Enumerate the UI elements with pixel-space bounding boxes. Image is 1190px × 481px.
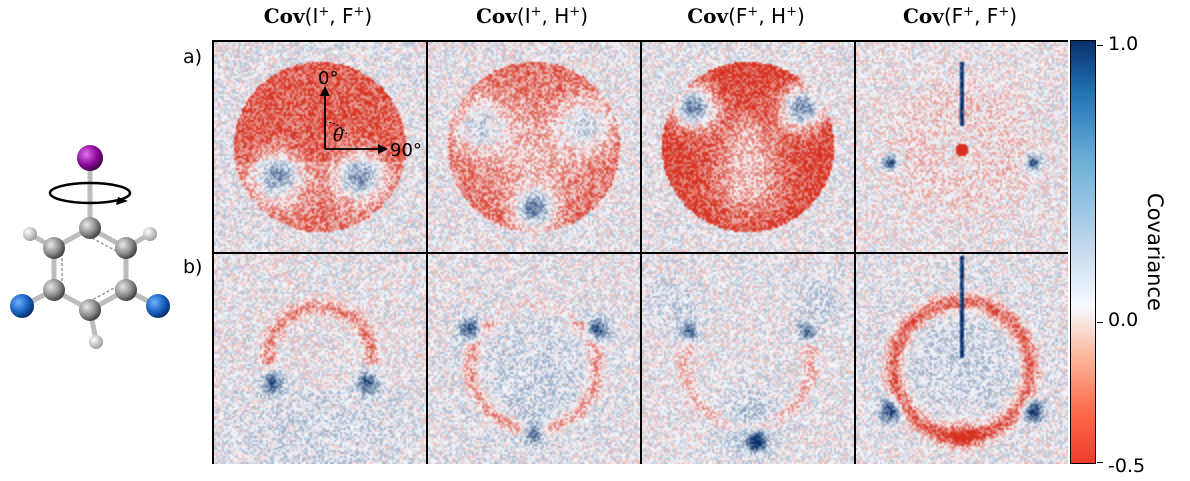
panel-b1 bbox=[214, 254, 426, 464]
carbon-atom bbox=[79, 299, 101, 321]
column-title-2: Cov(I+, H+) bbox=[476, 4, 588, 28]
row-label-b: b) bbox=[183, 256, 203, 278]
column-title-1: Cov(I+, F+) bbox=[263, 4, 373, 28]
rotation-arrow-icon bbox=[48, 181, 132, 205]
row-label-a: a) bbox=[183, 46, 203, 68]
panel-b2 bbox=[428, 254, 640, 464]
covariance-map-b3 bbox=[642, 254, 854, 464]
covariance-map-a2 bbox=[428, 42, 640, 252]
covariance-map-a1 bbox=[214, 42, 426, 252]
iodine-atom bbox=[77, 145, 103, 171]
colorbar-tick-label-zero: 0.0 bbox=[1108, 309, 1139, 331]
fluorine-atom bbox=[146, 294, 170, 318]
panel-a2 bbox=[428, 42, 640, 252]
colorbar-label: Covariance bbox=[1143, 193, 1167, 311]
hydrogen-atom bbox=[143, 227, 157, 241]
panel-a3 bbox=[642, 42, 854, 252]
colorbar-tick bbox=[1097, 45, 1103, 46]
covariance-map-a4 bbox=[856, 42, 1068, 252]
covariance-map-grid: 0° 90° θ bbox=[212, 40, 1068, 464]
covariance-map-b4 bbox=[856, 254, 1068, 464]
covariance-map-b1 bbox=[214, 254, 426, 464]
panel-b3 bbox=[642, 254, 854, 464]
colorbar bbox=[1070, 40, 1096, 464]
fluorine-atom bbox=[10, 294, 34, 318]
panel-a4 bbox=[856, 42, 1068, 252]
colorbar-tick-label-min: -0.5 bbox=[1108, 455, 1146, 477]
colorbar-tick bbox=[1097, 462, 1103, 463]
column-title-3: Cov(F+, H+) bbox=[687, 4, 805, 28]
carbon-atom bbox=[43, 237, 65, 259]
panel-a1: 0° 90° θ bbox=[214, 42, 426, 252]
colorbar-tick bbox=[1097, 322, 1103, 323]
covariance-map-b2 bbox=[428, 254, 640, 464]
colorbar-tick-label-max: 1.0 bbox=[1108, 33, 1139, 55]
carbon-atom bbox=[79, 217, 101, 239]
carbon-atom bbox=[115, 237, 137, 259]
hydrogen-atom bbox=[89, 335, 103, 349]
panel-divider bbox=[214, 252, 1066, 254]
covariance-map-a3 bbox=[642, 42, 854, 252]
molecule-diagram bbox=[10, 145, 170, 349]
carbon-atom bbox=[115, 279, 137, 301]
column-title-4: Cov(F+, F+) bbox=[902, 4, 1018, 28]
hydrogen-atom bbox=[23, 227, 37, 241]
panel-b4 bbox=[856, 254, 1068, 464]
carbon-atom bbox=[43, 279, 65, 301]
